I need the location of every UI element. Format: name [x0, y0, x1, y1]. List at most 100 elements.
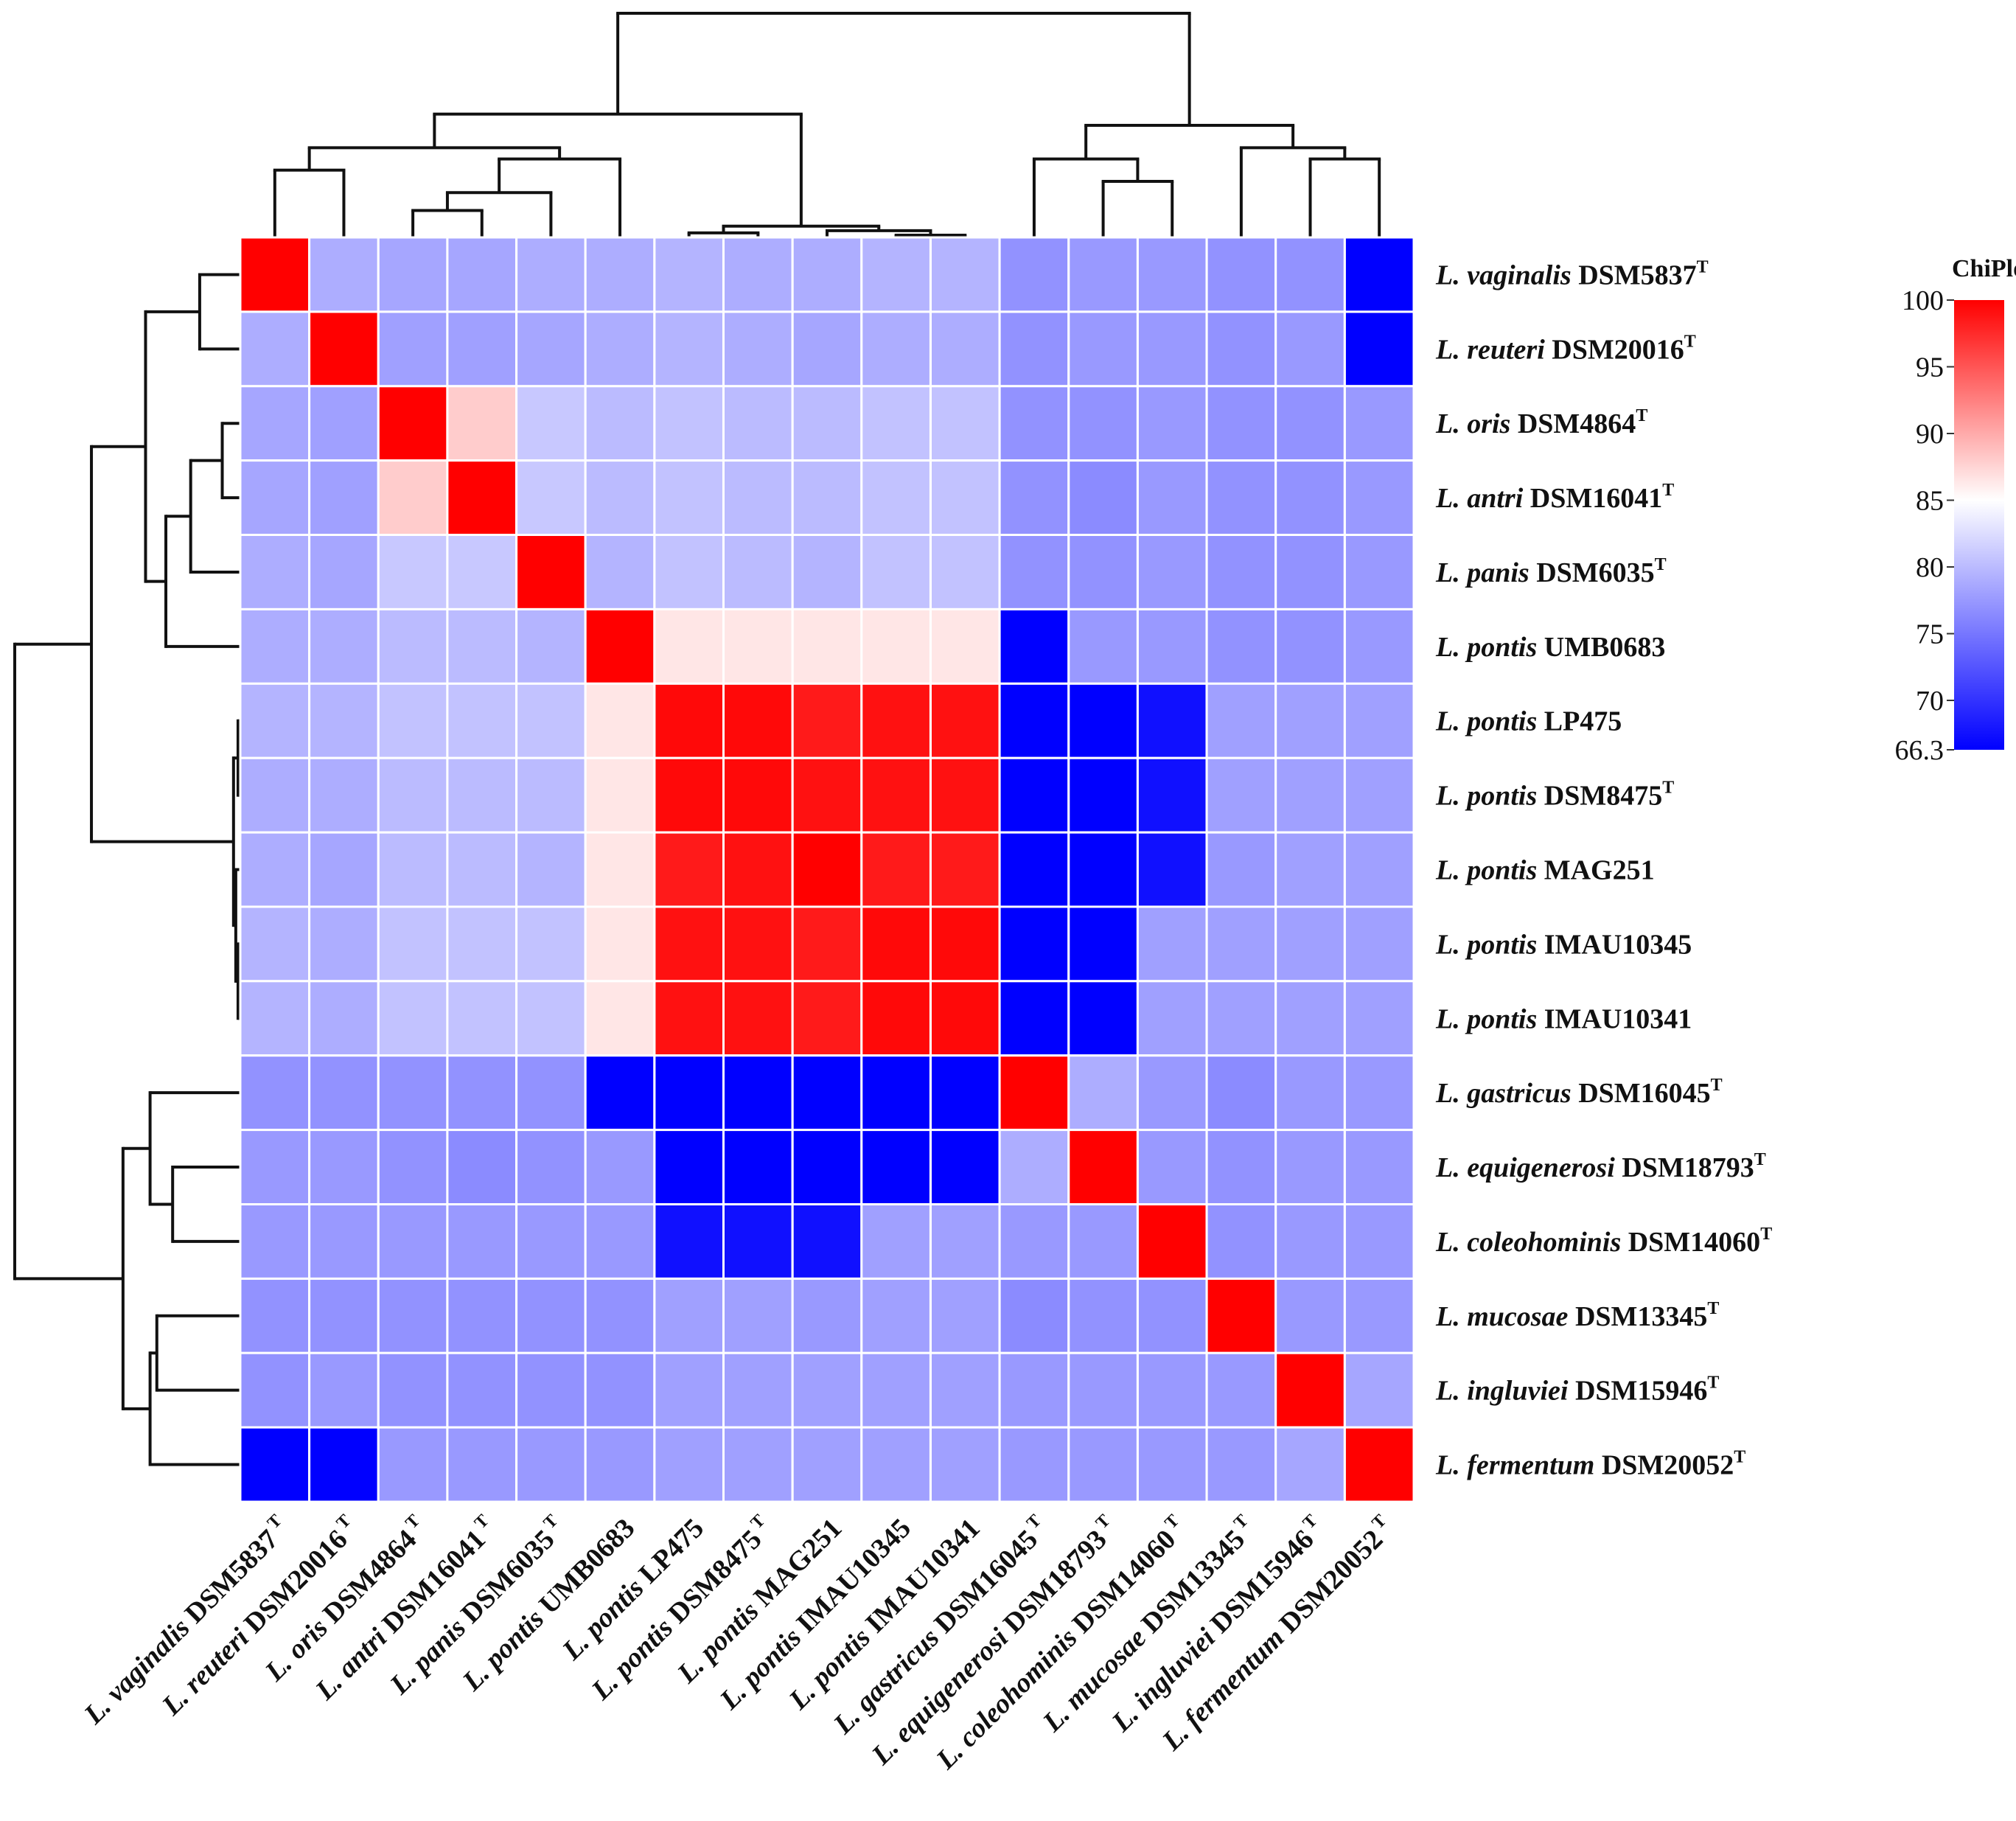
- heatmap-cell: [722, 534, 794, 610]
- heatmap-cell: [791, 1129, 863, 1205]
- heatmap-cell: [722, 310, 794, 388]
- heatmap-cell: [1067, 1351, 1139, 1429]
- heatmap-cell: [1136, 905, 1208, 983]
- legend-title: ChiPlot: [1952, 255, 2016, 282]
- heatmap-cell: [239, 310, 311, 388]
- heatmap-cell: [446, 1129, 518, 1205]
- heatmap-cell: [1274, 534, 1346, 610]
- heatmap-cell: [377, 534, 449, 610]
- heatmap-cell: [239, 1277, 311, 1354]
- heatmap-cell: [446, 236, 518, 313]
- heatmap-cell: [998, 905, 1070, 983]
- heatmap-cell: [515, 1203, 587, 1280]
- heatmap-cell: [791, 756, 863, 834]
- heatmap-cell: [308, 236, 380, 313]
- heatmap-cell: [791, 1277, 863, 1354]
- row-label: L. pontis DSM8475T: [1435, 779, 1674, 812]
- row-label: L. coleohominis DSM14060T: [1435, 1225, 1772, 1258]
- heatmap-cell: [446, 607, 518, 685]
- heatmap-cell: [1274, 1129, 1346, 1205]
- heatmap-cell: [1067, 607, 1139, 685]
- heatmap-cell: [998, 310, 1070, 388]
- heatmap-cell: [377, 682, 449, 759]
- heatmap-cell: [1136, 385, 1208, 462]
- heatmap-cell: [239, 1129, 311, 1205]
- heatmap-cell: [998, 459, 1070, 536]
- heatmap-cell: [722, 1351, 794, 1429]
- heatmap-cell: [446, 459, 518, 536]
- row-label: L. reuteri DSM20016T: [1435, 332, 1696, 365]
- row-label: L. gastricus DSM16045T: [1435, 1076, 1723, 1109]
- heatmap-cell: [377, 310, 449, 388]
- heatmap-cell: [239, 831, 311, 908]
- heatmap-cell: [998, 980, 1070, 1057]
- heatmap-cell: [1136, 236, 1208, 313]
- heatmap-cell: [929, 1054, 1001, 1132]
- heatmap-cell: [791, 980, 863, 1057]
- heatmap-cell: [1343, 682, 1415, 759]
- heatmap-cell: [722, 1203, 794, 1280]
- heatmap-cell: [1205, 1426, 1277, 1503]
- heatmap-cell: [860, 1054, 932, 1132]
- heatmap-cell: [860, 905, 932, 983]
- heatmap-cell: [446, 1426, 518, 1503]
- heatmap-cell: [1205, 756, 1277, 834]
- heatmap-cell: [929, 1129, 1001, 1205]
- heatmap-cell: [239, 534, 311, 610]
- heatmap-cell: [1205, 236, 1277, 313]
- heatmap-cell: [308, 1129, 380, 1205]
- heatmap-cell: [584, 1277, 656, 1354]
- legend-tick-label: 85: [1916, 486, 1944, 517]
- heatmap-cell: [308, 459, 380, 536]
- heatmap-cell: [308, 905, 380, 983]
- heatmap-cell: [584, 607, 656, 685]
- heatmap-cell: [239, 682, 311, 759]
- heatmap-cell: [1274, 459, 1346, 536]
- heatmap-cell: [1274, 1054, 1346, 1132]
- heatmap-cell: [446, 756, 518, 834]
- color-legend: ChiPlot 100 95 90 85 80 75 70 66.3: [1895, 255, 2016, 766]
- heatmap-cell: [584, 534, 656, 610]
- heatmap-cell: [653, 682, 725, 759]
- heatmap-cell: [1136, 1426, 1208, 1503]
- heatmap-cell: [1274, 682, 1346, 759]
- heatmap-cell: [929, 831, 1001, 908]
- heatmap-cell: [239, 236, 311, 313]
- heatmap-cell: [239, 980, 311, 1057]
- heatmap-cell: [998, 1054, 1070, 1132]
- heatmap-cell: [1274, 1426, 1346, 1503]
- heatmap-cell: [998, 1426, 1070, 1503]
- heatmap-cell: [584, 1203, 656, 1280]
- heatmap-cell: [929, 905, 1001, 983]
- row-label: L. vaginalis DSM5837T: [1435, 257, 1709, 290]
- heatmap-cell: [998, 385, 1070, 462]
- heatmap-cell: [929, 980, 1001, 1057]
- heatmap-cell: [998, 831, 1070, 908]
- heatmap-cell: [1343, 1054, 1415, 1132]
- heatmap-cell: [515, 607, 587, 685]
- heatmap-cell: [929, 1351, 1001, 1429]
- legend-tick-label: 75: [1916, 619, 1944, 650]
- heatmap-cell: [1067, 1054, 1139, 1132]
- heatmap-cell: [515, 1277, 587, 1354]
- row-label: L. pontis MAG251: [1435, 855, 1655, 886]
- heatmap-cell: [446, 534, 518, 610]
- heatmap-cell: [584, 756, 656, 834]
- heatmap-cell: [1067, 980, 1139, 1057]
- heatmap-cell: [653, 905, 725, 983]
- heatmap-cell: [308, 831, 380, 908]
- heatmap-cell: [377, 905, 449, 983]
- legend-color-bar: [1954, 300, 2004, 750]
- heatmap-cell: [515, 980, 587, 1057]
- heatmap-cell: [653, 756, 725, 834]
- legend-tick-label: 66.3: [1895, 735, 1945, 766]
- row-label: L. equigenerosi DSM18793T: [1435, 1150, 1766, 1183]
- heatmap-cell: [1205, 1203, 1277, 1280]
- heatmap-cell: [377, 459, 449, 536]
- heatmap-cell: [446, 980, 518, 1057]
- row-label: L. antri DSM16041T: [1435, 481, 1674, 514]
- heatmap-cell: [1067, 310, 1139, 388]
- heatmap-cell: [722, 831, 794, 908]
- heatmap-cell: [929, 607, 1001, 685]
